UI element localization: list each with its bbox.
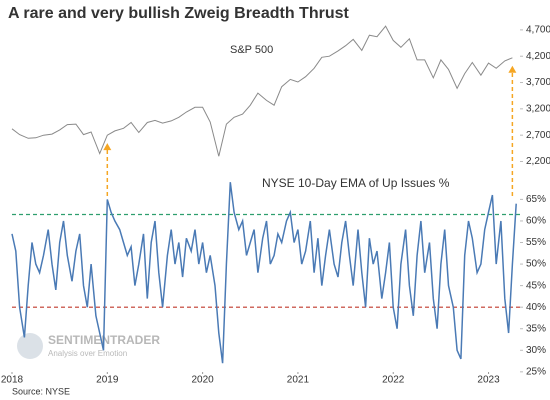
y-tick-label: 60% [526,216,546,227]
x-tick-label: 2020 [191,375,214,386]
series-line [11,25,513,157]
source: Source: NYSE [12,386,70,396]
y-tick-label: 2,200 [526,156,550,167]
panel-label: NYSE 10-Day EMA of Up Issues % [262,176,450,190]
watermark-logo [17,333,43,359]
y-tick-label: 4,700 [526,25,550,36]
signal-arrowhead [103,143,112,151]
x-tick-label: 2023 [477,375,500,386]
x-tick-label: 2021 [287,375,310,386]
x-tick-label: 2018 [1,375,24,386]
y-tick-label: 2,700 [526,130,550,141]
series-line [11,182,517,364]
watermark: SENTIMENTRADER Analysis over Emotion [17,333,160,359]
y-tick-label: 40% [526,302,546,313]
y-tick-label: 50% [526,259,546,270]
y-tick-label: 35% [526,323,546,334]
x-tick-label: 2019 [96,375,119,386]
y-tick-label: 3,700 [526,77,550,88]
chart-title: A rare and very bullish Zweig Breadth Th… [8,5,349,22]
watermark-tagline: Analysis over Emotion [48,349,127,358]
y-tick-label: 55% [526,237,546,248]
y-tick-label: 45% [526,280,546,291]
y-tick-label: 30% [526,345,546,356]
signal-arrowhead [508,65,517,73]
y-tick-label: 65% [526,194,546,205]
panel-label: S&P 500 [230,44,273,56]
y-tick-label: 25% [526,366,546,377]
x-tick-label: 2022 [382,375,405,386]
y-tick-label: 4,200 [526,51,550,62]
y-tick-label: 3,200 [526,103,550,114]
